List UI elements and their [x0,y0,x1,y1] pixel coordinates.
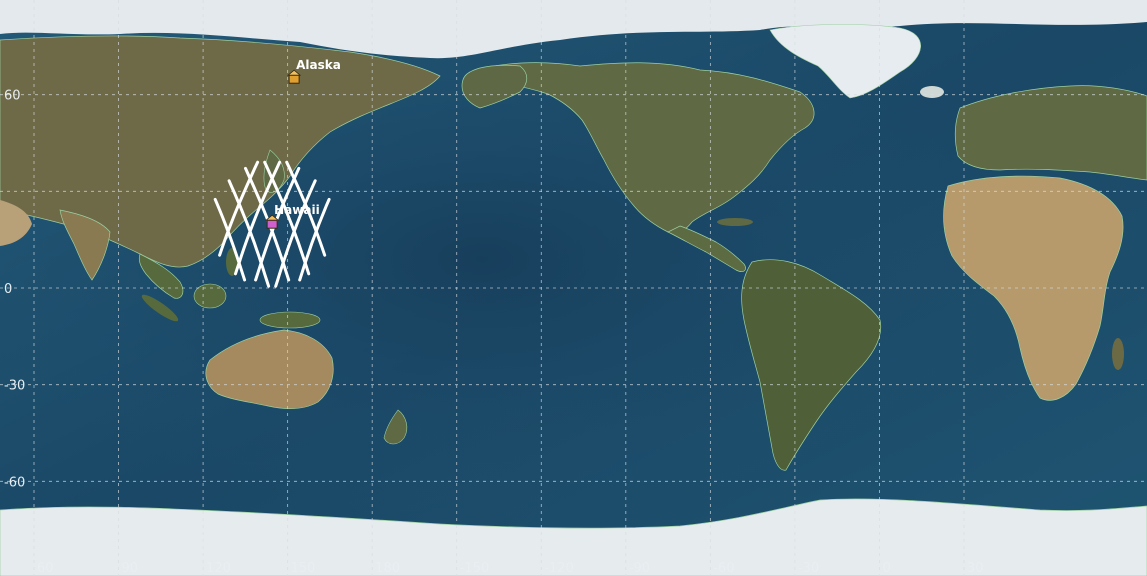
ground-track-pass [285,160,327,257]
ground-track-pass [298,197,331,282]
new-zealand [383,409,408,445]
alaska [461,64,528,109]
africa [943,175,1124,401]
madagascar [1112,338,1124,370]
station-label: Hawaii [274,203,320,217]
station-label: Alaska [296,58,341,72]
central-america [667,225,746,272]
new-guinea [259,311,321,329]
latitude-tick-label: 60 [4,89,21,104]
longitude-tick-label: 60 [37,561,54,576]
greenland [769,24,921,99]
longitude-tick-label: 120 [206,561,231,576]
latitude-tick-label: -30 [4,379,25,394]
ground-track-pass [227,179,271,288]
north-america [469,62,815,234]
south-america [741,259,882,471]
longitude-tick-label: -30 [798,561,819,576]
ground-station-icon [265,214,280,229]
ground-track-pass [274,179,317,288]
ground-track-pass [213,197,247,282]
arctic-ice [0,0,1147,59]
longitude-tick-label: 180 [375,561,400,576]
ground-station-hawaii[interactable]: Hawaii [265,203,320,229]
india [59,209,111,281]
ground-station-icon [287,69,302,84]
australia [205,329,334,409]
ground-stations: Alaska Hawaii [265,58,341,229]
iceland [920,86,944,98]
southeast-asia [138,253,184,299]
latitude-tick-labels: 60 0 -30 -60 [4,89,25,491]
borneo [193,283,227,309]
longitude-tick-label: -150 [460,561,490,576]
latitude-tick-label: 0 [4,282,12,297]
longitude-tick-labels: 60 90 120 150 180 -150 -120 -90 -60 -30 0 30 [37,561,984,576]
longitude-tick-label: 90 [122,561,139,576]
ground-track-pass [234,160,282,276]
longitude-tick-label: -60 [713,561,734,576]
ground-track-pass [263,160,311,276]
longitude-tick-label: 150 [291,561,316,576]
europe [954,85,1147,181]
latitude-tick-label: -60 [4,475,25,490]
sumatra [141,294,179,322]
united-kingdom [962,116,974,140]
longitude-tick-label: -120 [544,561,574,576]
cuba [717,218,753,226]
arabia-edge [0,200,32,246]
longitude-tick-label: 0 [882,561,890,576]
longitude-tick-label: -90 [629,561,650,576]
ground-station-alaska[interactable]: Alaska [287,58,341,84]
antarctica [0,498,1147,576]
longitude-tick-label: 30 [967,561,984,576]
